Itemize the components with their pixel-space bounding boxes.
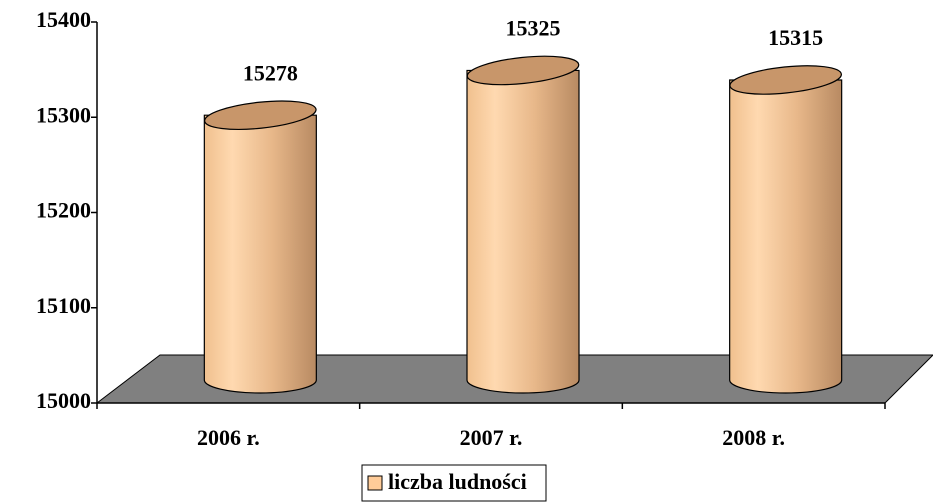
bar-top xyxy=(204,100,317,130)
cylinder xyxy=(729,65,843,394)
bar xyxy=(203,114,317,394)
bar-top xyxy=(729,65,842,95)
bar xyxy=(729,79,843,394)
legend-label: liczba ludności xyxy=(388,469,527,494)
cylinder xyxy=(203,100,317,394)
legend-swatch xyxy=(367,475,383,491)
y-tick-label: 15100 xyxy=(36,293,91,318)
y-tick-label: 15400 xyxy=(36,7,91,32)
legend-box xyxy=(361,464,547,502)
cylinder xyxy=(466,55,580,394)
value-label: 15325 xyxy=(506,15,561,40)
bar-top xyxy=(466,55,580,86)
y-tick-label: 15300 xyxy=(36,102,91,127)
value-label: 15278 xyxy=(243,60,298,85)
x-tick-label: 2008 r. xyxy=(722,425,785,450)
y-tick-label: 15200 xyxy=(36,198,91,223)
legend: liczba ludności xyxy=(361,464,547,502)
y-tick-label: 15000 xyxy=(36,388,91,413)
bar xyxy=(466,69,580,394)
value-label: 15315 xyxy=(768,25,823,50)
x-tick-label: 2007 r. xyxy=(460,425,523,450)
x-tick-label: 2006 r. xyxy=(197,425,260,450)
